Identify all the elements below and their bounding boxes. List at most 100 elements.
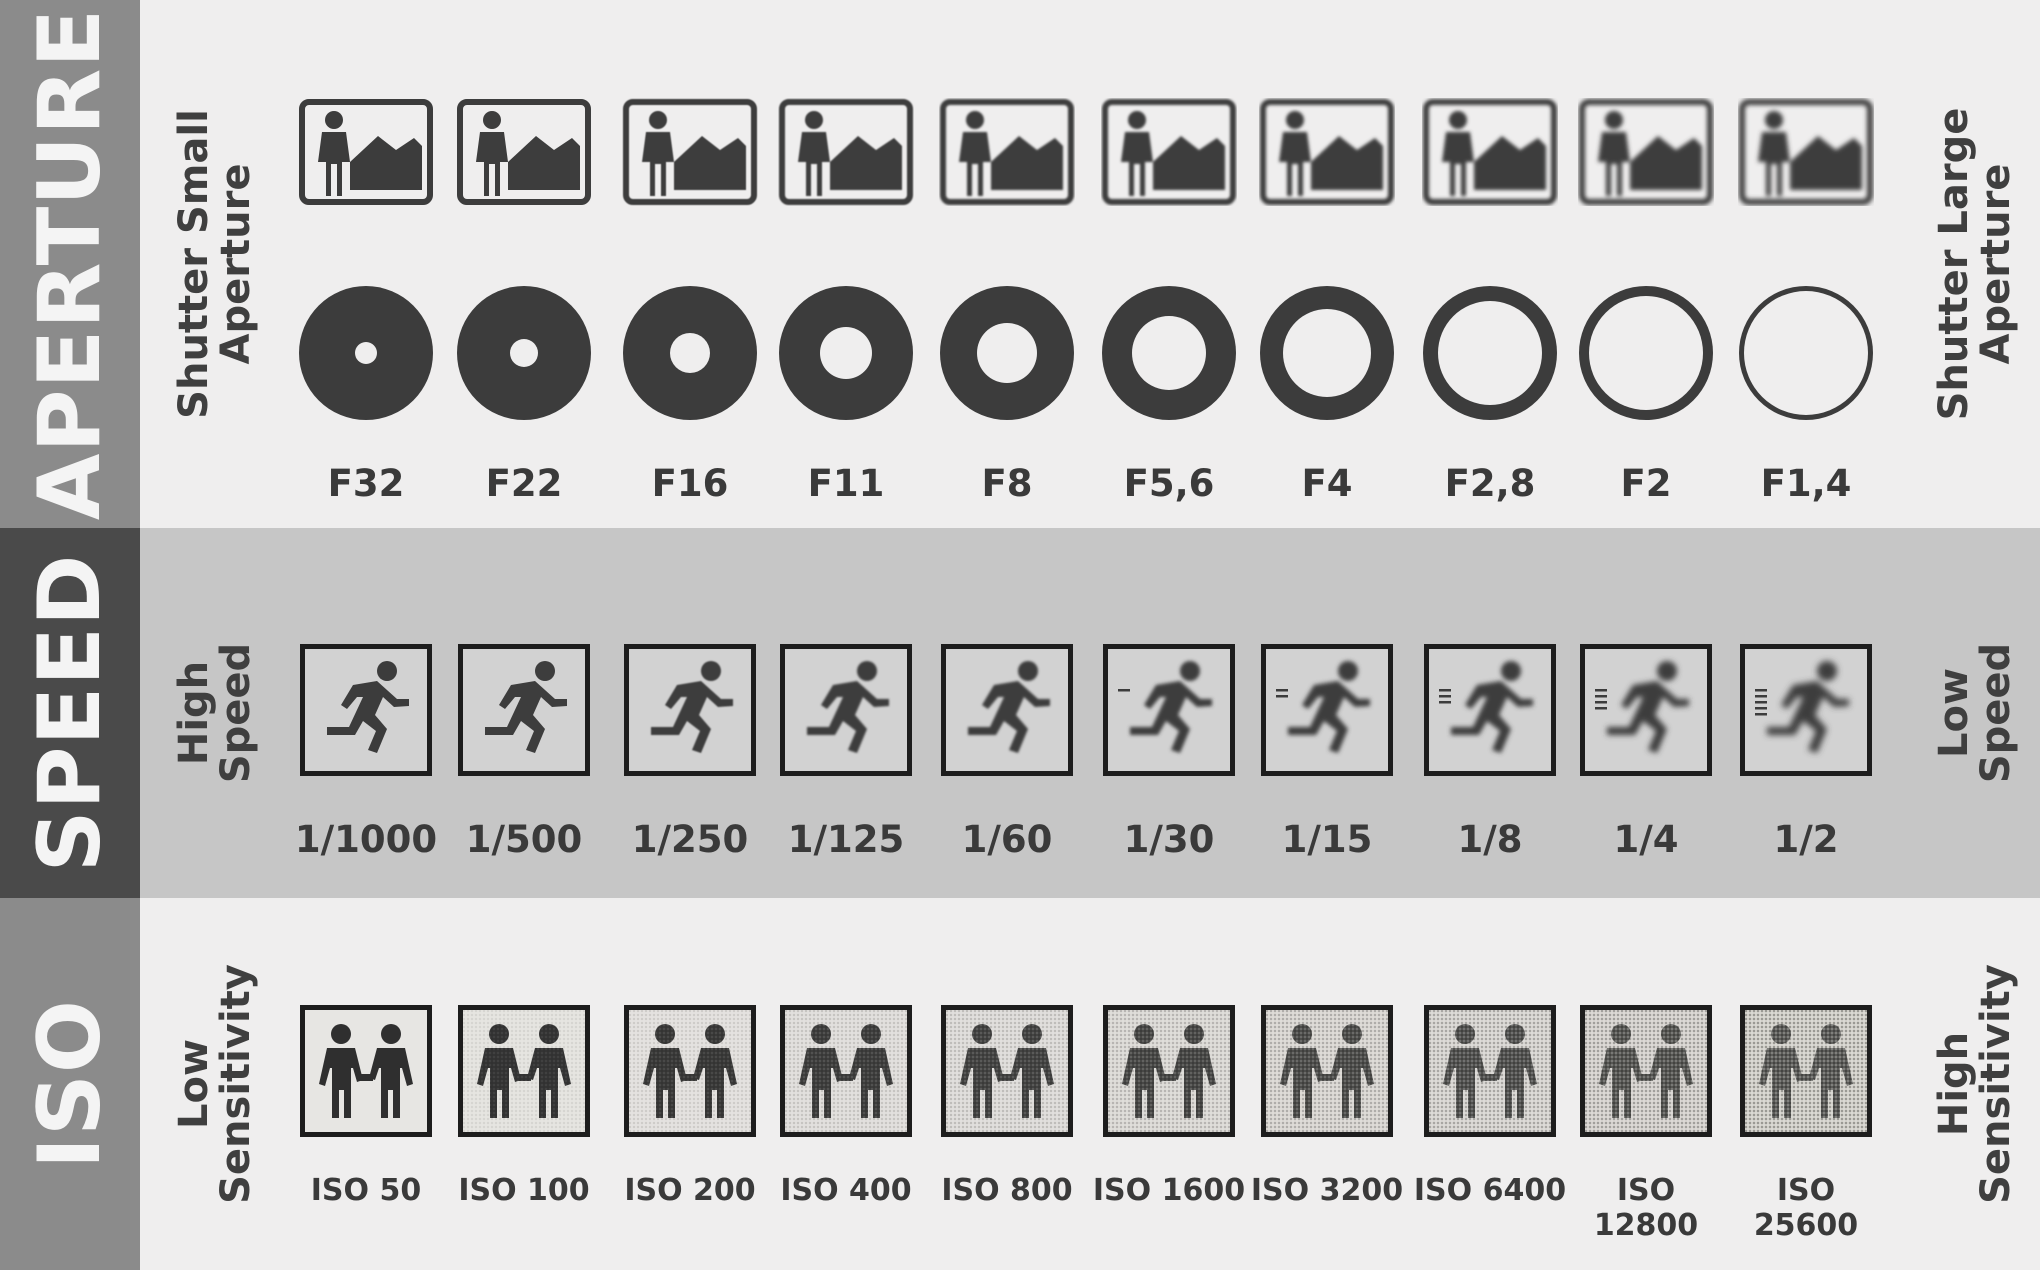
running-person-icon xyxy=(1595,661,1689,753)
iso-value-label: ISO 1600 xyxy=(1092,1173,1246,1208)
landscape-person-icon xyxy=(940,99,1074,205)
two-people-icon xyxy=(1580,1005,1712,1137)
landscape-person-icon xyxy=(1738,98,1874,206)
iso-value-label: ISO 400 xyxy=(780,1173,912,1208)
two-people-icon xyxy=(463,1010,585,1132)
landscape-person-icon xyxy=(939,98,1075,206)
two-people-icon xyxy=(1745,1010,1867,1132)
aperture-disc-icon xyxy=(1260,286,1394,420)
iso-value-label: ISO 3200 xyxy=(1250,1173,1404,1208)
shutter-speed-label: 1/15 xyxy=(1281,818,1373,861)
iso-value-label: ISO 25600 xyxy=(1753,1173,1859,1243)
running-person-icon xyxy=(624,644,756,776)
f-stop-label: F32 xyxy=(327,462,405,505)
running-person-icon xyxy=(1580,644,1712,776)
landscape-person-icon xyxy=(622,98,758,206)
iso-value-label: ISO 100 xyxy=(458,1173,590,1208)
two-people-icon xyxy=(300,1005,432,1137)
landscape-person-icon xyxy=(1739,99,1873,205)
aperture-disc-icon xyxy=(1739,286,1873,420)
aperture-disc-icon xyxy=(622,285,758,421)
running-person-icon xyxy=(485,661,567,753)
running-person-icon xyxy=(458,644,590,776)
iso-title: ISO xyxy=(20,998,120,1170)
landscape-person-icon xyxy=(1578,98,1714,206)
two-people-icon xyxy=(1261,1005,1393,1137)
two-people-icon xyxy=(1740,1005,1872,1137)
landscape-person-icon xyxy=(779,99,913,205)
iso-value-label: ISO 6400 xyxy=(1413,1173,1567,1208)
running-person-icon xyxy=(1740,644,1872,776)
aperture-left-label: Shutter Small Aperture xyxy=(171,109,259,419)
aperture-disc-icon xyxy=(299,286,433,420)
two-people-icon xyxy=(319,1024,413,1118)
two-people-icon xyxy=(785,1010,907,1132)
shutter-speed-label: 1/2 xyxy=(1773,818,1839,861)
running-person-icon xyxy=(300,644,432,776)
aperture-disc-icon xyxy=(1423,286,1557,420)
shutter-speed-label: 1/8 xyxy=(1457,818,1523,861)
speed-tab: SPEED xyxy=(0,528,140,898)
aperture-disc-icon xyxy=(298,285,434,421)
shutter-speed-label: 1/1000 xyxy=(294,818,438,861)
running-person-icon xyxy=(968,661,1050,753)
shutter-speed-label: 1/125 xyxy=(787,818,905,861)
aperture-disc-icon xyxy=(1422,285,1558,421)
iso-value-label: ISO 800 xyxy=(941,1173,1073,1208)
iso-tab: ISO xyxy=(0,898,140,1270)
aperture-disc-icon xyxy=(1259,285,1395,421)
running-person-icon xyxy=(1439,661,1533,753)
landscape-person-icon xyxy=(299,99,433,205)
speed-left-label: High Speed xyxy=(171,642,259,784)
running-person-icon xyxy=(1118,661,1212,753)
shutter-speed-label: 1/250 xyxy=(631,818,749,861)
running-person-icon xyxy=(807,661,889,753)
landscape-person-icon xyxy=(1102,99,1236,205)
landscape-person-icon xyxy=(623,99,757,205)
aperture-disc-icon xyxy=(623,286,757,420)
two-people-icon xyxy=(1108,1010,1230,1132)
two-people-icon xyxy=(1585,1010,1707,1132)
running-person-icon xyxy=(1103,644,1235,776)
landscape-person-icon xyxy=(1101,98,1237,206)
aperture-tab: APERTURE xyxy=(0,0,140,528)
aperture-disc-icon xyxy=(940,286,1074,420)
running-person-icon xyxy=(780,644,912,776)
running-person-icon xyxy=(1276,661,1370,753)
two-people-icon xyxy=(624,1005,756,1137)
f-stop-label: F2,8 xyxy=(1444,462,1536,505)
f-stop-label: F4 xyxy=(1301,462,1353,505)
iso-value-label: ISO 50 xyxy=(310,1173,422,1208)
two-people-icon xyxy=(458,1005,590,1137)
landscape-person-icon xyxy=(1259,98,1395,206)
iso-value-label: ISO 200 xyxy=(624,1173,756,1208)
aperture-disc-icon xyxy=(1578,285,1714,421)
landscape-person-icon xyxy=(1422,98,1558,206)
f-stop-label: F5,6 xyxy=(1123,462,1215,505)
running-person-icon xyxy=(1424,644,1556,776)
landscape-person-icon xyxy=(778,98,914,206)
shutter-speed-label: 1/4 xyxy=(1613,818,1679,861)
f-stop-label: F1,4 xyxy=(1760,462,1852,505)
f-stop-label: F2 xyxy=(1620,462,1672,505)
landscape-person-icon xyxy=(298,98,434,206)
two-people-icon xyxy=(1424,1005,1556,1137)
two-people-icon xyxy=(1429,1010,1551,1132)
speed-title: SPEED xyxy=(20,553,120,873)
landscape-person-icon xyxy=(1423,99,1557,205)
running-person-icon xyxy=(651,661,733,753)
landscape-person-icon xyxy=(457,99,591,205)
aperture-disc-icon xyxy=(779,286,913,420)
f-stop-label: F8 xyxy=(981,462,1033,505)
aperture-section: APERTURE Shutter Small Aperture Shutter L… xyxy=(0,0,2040,528)
aperture-disc-icon xyxy=(457,286,591,420)
two-people-icon xyxy=(1266,1010,1388,1132)
running-person-icon xyxy=(327,661,409,753)
f-stop-label: F11 xyxy=(807,462,885,505)
two-people-icon xyxy=(946,1010,1068,1132)
shutter-speed-label: 1/60 xyxy=(961,818,1053,861)
f-stop-label: F22 xyxy=(485,462,563,505)
landscape-person-icon xyxy=(1579,99,1713,205)
shutter-speed-label: 1/30 xyxy=(1123,818,1215,861)
landscape-person-icon xyxy=(456,98,592,206)
